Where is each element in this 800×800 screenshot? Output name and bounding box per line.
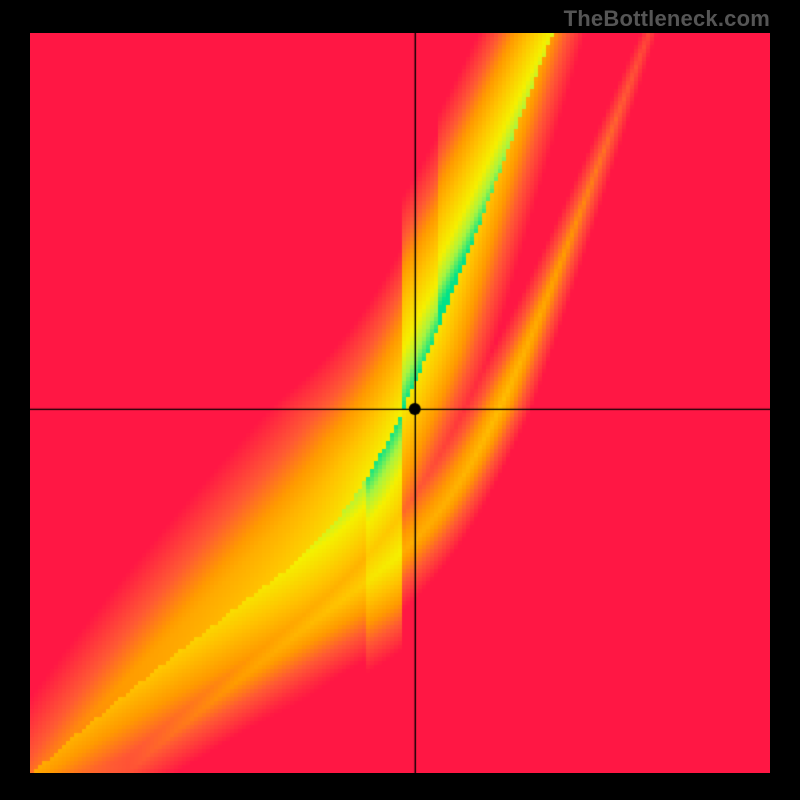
heatmap-canvas	[30, 33, 770, 773]
heatmap-plot	[30, 33, 770, 773]
chart-container: TheBottleneck.com	[0, 0, 800, 800]
watermark-text: TheBottleneck.com	[564, 6, 770, 32]
